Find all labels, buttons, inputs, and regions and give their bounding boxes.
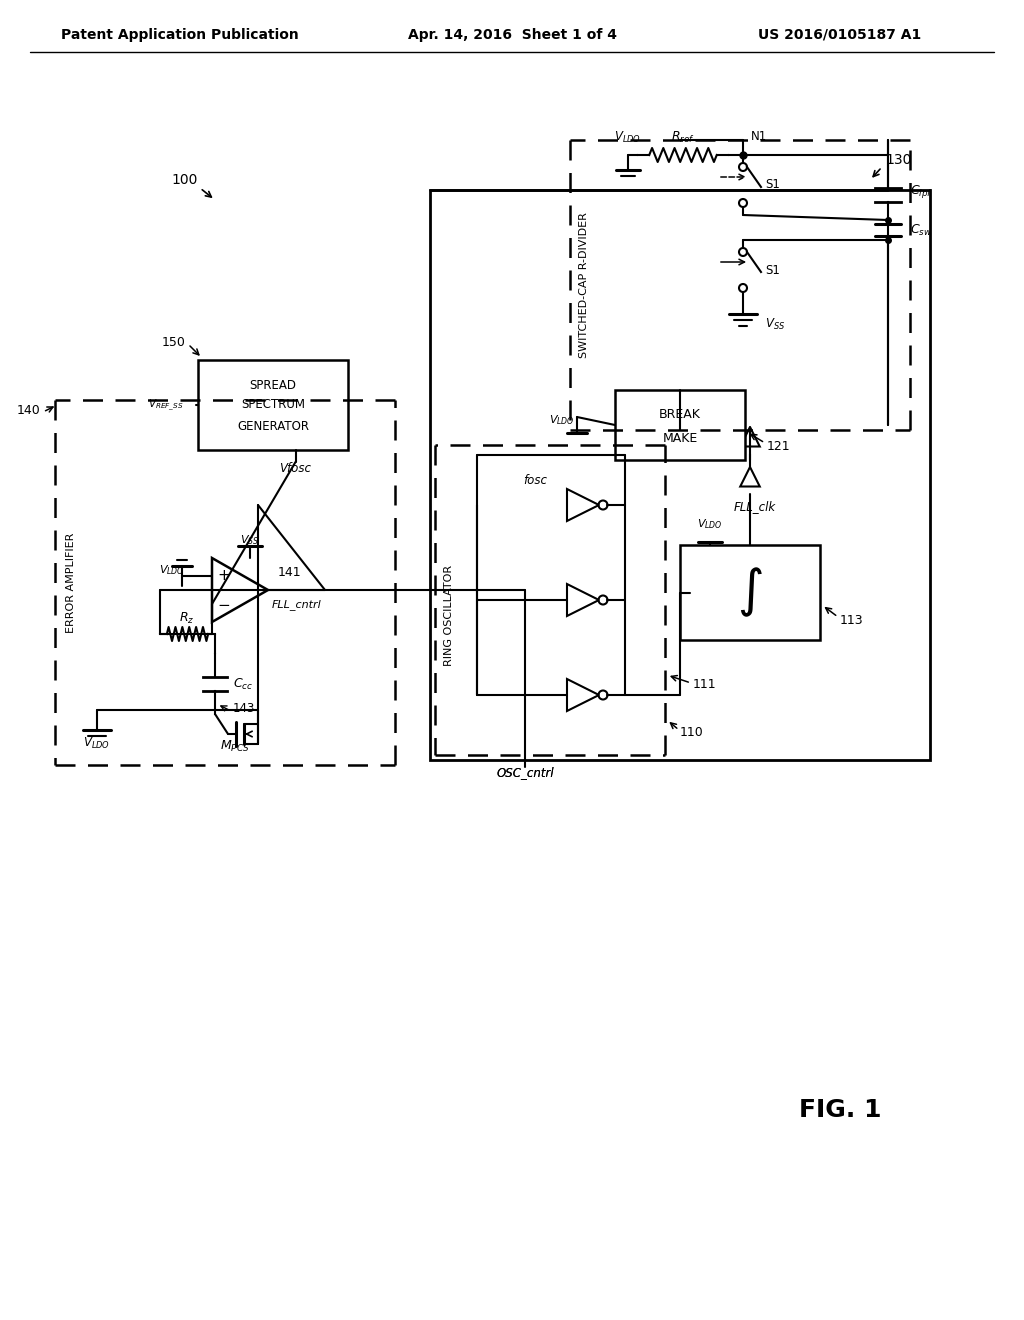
Text: 140: 140 <box>16 404 40 417</box>
Text: 143: 143 <box>233 702 255 715</box>
Text: US 2016/0105187 A1: US 2016/0105187 A1 <box>759 28 922 42</box>
Text: N1: N1 <box>751 131 767 144</box>
Text: 113: 113 <box>840 614 863 627</box>
Text: $V_{LDO}$: $V_{LDO}$ <box>614 129 642 145</box>
Text: SPECTRUM: SPECTRUM <box>241 399 305 412</box>
Text: Vfosc: Vfosc <box>280 462 311 474</box>
Text: $C_{lpf}$: $C_{lpf}$ <box>910 182 933 199</box>
Text: ERROR AMPLIFIER: ERROR AMPLIFIER <box>66 532 76 632</box>
Text: 150: 150 <box>162 335 186 348</box>
Text: OSC_cntrl: OSC_cntrl <box>497 767 554 780</box>
Text: Patent Application Publication: Patent Application Publication <box>61 28 299 42</box>
Text: +: + <box>218 569 230 583</box>
Text: FLL_cntrl: FLL_cntrl <box>272 599 322 610</box>
Text: $R_{ref}$: $R_{ref}$ <box>671 129 695 145</box>
Text: GENERATOR: GENERATOR <box>237 420 309 433</box>
Bar <box>615 389 745 459</box>
Bar <box>430 190 930 760</box>
Text: $-$: $-$ <box>217 597 230 611</box>
Text: SPREAD: SPREAD <box>250 379 297 392</box>
Text: FLL_clk: FLL_clk <box>734 500 776 513</box>
Text: fosc: fosc <box>523 474 547 487</box>
Text: $V_{REF\_SS}$: $V_{REF\_SS}$ <box>148 397 184 413</box>
Text: S1: S1 <box>765 264 780 276</box>
Text: 110: 110 <box>680 726 703 739</box>
Text: RING OSCILLATOR: RING OSCILLATOR <box>444 565 454 667</box>
Text: $V_{LDO}$: $V_{LDO}$ <box>697 517 723 531</box>
Text: $M_{PCS}$: $M_{PCS}$ <box>220 738 250 754</box>
Text: 130: 130 <box>885 153 911 168</box>
Text: $C_{cc}$: $C_{cc}$ <box>233 676 253 692</box>
Text: S1: S1 <box>765 178 780 191</box>
Text: MAKE: MAKE <box>663 433 697 446</box>
Text: $V_{SS}$: $V_{SS}$ <box>765 317 785 331</box>
Text: 111: 111 <box>693 678 717 692</box>
Text: $V_{SS}$: $V_{SS}$ <box>241 533 260 546</box>
Text: $V_{LDO}$: $V_{LDO}$ <box>83 735 111 751</box>
Text: FIG. 1: FIG. 1 <box>799 1098 882 1122</box>
Bar <box>198 360 348 450</box>
Text: $\int$: $\int$ <box>737 566 763 619</box>
Text: $R_z$: $R_z$ <box>179 610 195 626</box>
Text: SWITCHED-CAP R-DIVIDER: SWITCHED-CAP R-DIVIDER <box>579 213 589 358</box>
Text: $V_{LDO}$: $V_{LDO}$ <box>160 564 185 577</box>
Text: 121: 121 <box>767 440 791 453</box>
Bar <box>680 545 820 640</box>
Text: 141: 141 <box>278 565 302 578</box>
Text: BREAK: BREAK <box>659 408 701 421</box>
Text: Apr. 14, 2016  Sheet 1 of 4: Apr. 14, 2016 Sheet 1 of 4 <box>408 28 616 42</box>
Text: $V_{LDO}$: $V_{LDO}$ <box>549 413 575 426</box>
Text: 100: 100 <box>172 173 199 187</box>
Text: $C_{sw}$: $C_{sw}$ <box>910 223 933 238</box>
Text: OSC_cntrl: OSC_cntrl <box>497 767 554 780</box>
